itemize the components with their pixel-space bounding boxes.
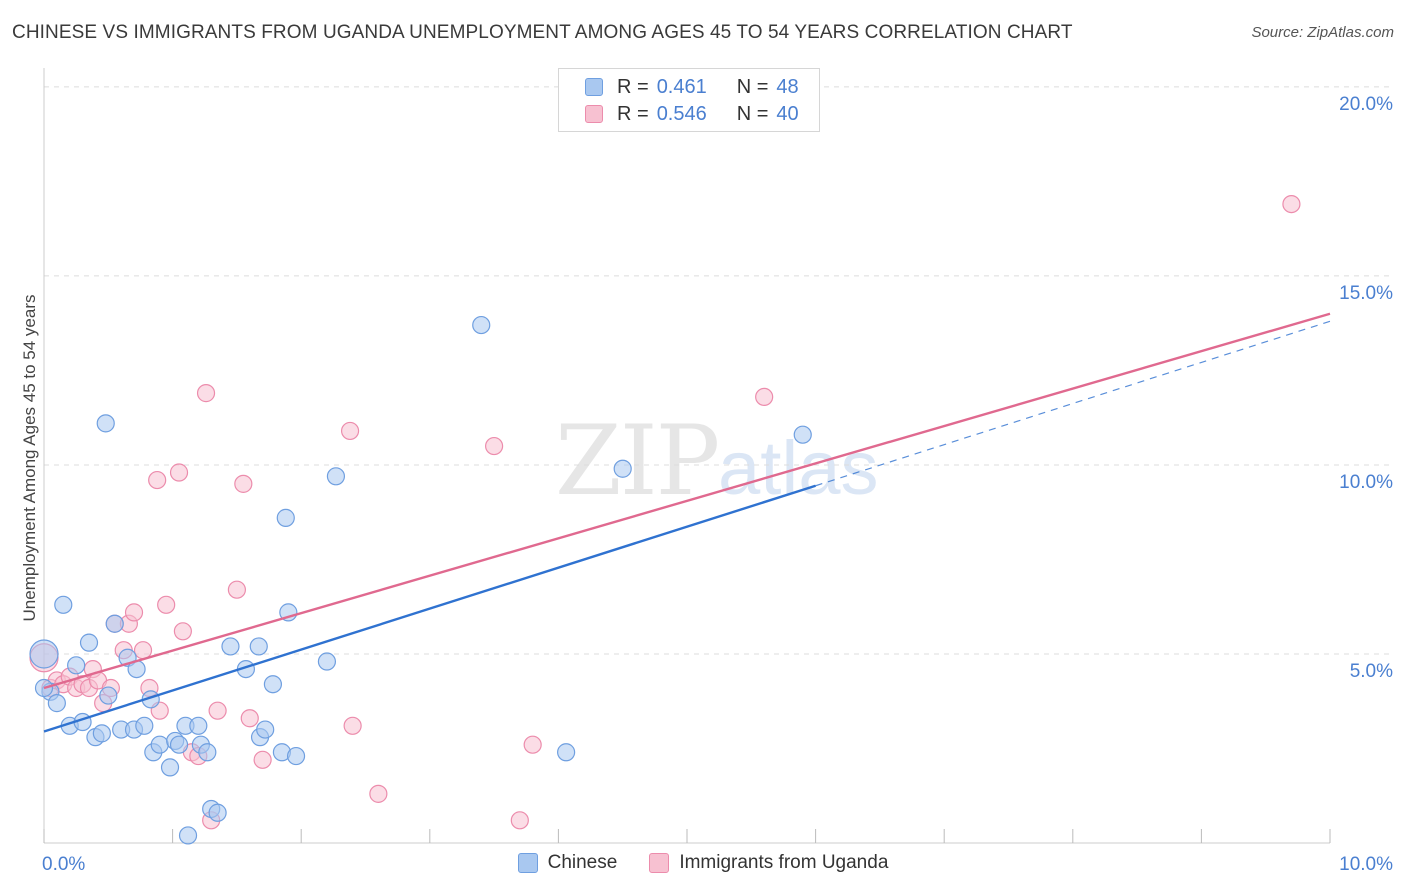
y-axis-label: Unemployment Among Ages 45 to 54 years xyxy=(20,294,39,622)
grid-layer xyxy=(44,86,1392,655)
chinese-point xyxy=(793,425,812,444)
chinese-point xyxy=(29,639,59,669)
x-tick-label: 10.0% xyxy=(1339,854,1393,875)
uganda-point xyxy=(369,784,388,803)
uganda-swatch xyxy=(585,105,603,123)
chinese-point xyxy=(286,746,306,766)
chart-title: CHINESE VS IMMIGRANTS FROM UGANDA UNEMPL… xyxy=(12,22,1073,43)
stats-row-chinese: R = 0.461 N = 48 xyxy=(585,74,799,100)
y-tick-label: 20.0% xyxy=(1339,94,1393,115)
uganda-point xyxy=(234,474,253,493)
uganda-legend-swatch xyxy=(649,853,670,873)
chinese-point xyxy=(221,637,240,656)
chinese-point xyxy=(256,720,275,739)
uganda-point xyxy=(510,811,529,830)
chinese-point xyxy=(557,743,576,762)
uganda-point xyxy=(1282,194,1301,214)
chinese-point xyxy=(198,743,217,762)
uganda-point xyxy=(485,436,504,456)
chinese-swatch xyxy=(585,78,603,96)
n-label: N = xyxy=(736,102,769,125)
chinese-point xyxy=(150,735,169,754)
chinese-point xyxy=(189,716,208,735)
series-legend: Chinese Immigrants from Uganda xyxy=(0,852,1406,874)
chinese-legend-swatch xyxy=(517,853,538,873)
axis-layer xyxy=(43,68,1331,844)
y-tick-label: 10.0% xyxy=(1339,472,1393,493)
chinese-point xyxy=(208,803,227,822)
r-label: R = xyxy=(617,75,649,98)
source-label: Source: ZipAtlas.com xyxy=(1251,24,1394,41)
uganda-point xyxy=(343,716,362,735)
chinese-point xyxy=(169,735,189,754)
uganda-point xyxy=(157,595,176,614)
uganda-point xyxy=(227,580,246,599)
points-layer xyxy=(29,194,1301,845)
r-value: 0.546 xyxy=(656,102,707,125)
chinese-point xyxy=(326,467,346,486)
uganda-point xyxy=(208,701,227,720)
r-value: 0.461 xyxy=(656,75,707,98)
uganda-point xyxy=(240,709,259,728)
chinese-point xyxy=(105,614,124,633)
r-label: R = xyxy=(617,102,649,125)
uganda-point xyxy=(523,735,542,754)
chinese-point xyxy=(99,686,118,705)
legend-item-uganda[interactable]: Immigrants from Uganda xyxy=(649,852,888,874)
chinese-point xyxy=(472,315,491,335)
chinese-point xyxy=(54,595,73,614)
chinese-trend-extension xyxy=(815,320,1331,487)
uganda-point xyxy=(124,603,144,622)
n-value: 40 xyxy=(776,102,799,125)
chinese-point xyxy=(160,758,180,777)
uganda-point xyxy=(755,387,774,407)
uganda-point xyxy=(173,622,192,641)
n-label: N = xyxy=(736,75,769,98)
chinese-point xyxy=(178,826,198,845)
chinese-point xyxy=(92,724,111,743)
y-tick-label: 15.0% xyxy=(1339,283,1393,304)
uganda-point xyxy=(340,421,360,441)
chinese-point xyxy=(135,716,154,735)
chinese-point xyxy=(47,694,66,713)
tick-label-layer: 5.0% 10.0% 15.0% 20.0% 0.0% 10.0% xyxy=(42,94,1393,875)
stats-row-uganda: R = 0.546 N = 40 xyxy=(585,101,799,127)
n-value: 48 xyxy=(776,75,799,98)
uganda-point xyxy=(196,384,216,403)
chinese-point xyxy=(67,656,86,675)
uganda-point xyxy=(169,463,189,482)
uganda-point xyxy=(148,470,167,490)
chinese-point xyxy=(79,633,99,652)
chinese-point xyxy=(96,414,115,433)
trend-layer xyxy=(43,312,1331,733)
chinese-point xyxy=(613,459,632,478)
y-tick-label: 5.0% xyxy=(1350,661,1393,682)
legend-label-uganda: Immigrants from Uganda xyxy=(679,852,889,873)
stats-legend: R = 0.461 N = 48 R = 0.546 N = 40 xyxy=(558,68,820,132)
chinese-point xyxy=(276,508,295,527)
legend-label-chinese: Chinese xyxy=(547,852,618,873)
x-tick-label: 0.0% xyxy=(42,854,85,875)
chinese-trend-line xyxy=(43,484,816,733)
chinese-point xyxy=(249,637,268,656)
uganda-point xyxy=(253,750,272,769)
uganda-point xyxy=(133,641,153,660)
chinese-point xyxy=(263,675,283,694)
chinese-point xyxy=(317,652,337,671)
uganda-trend-line xyxy=(43,312,1331,690)
legend-item-chinese[interactable]: Chinese xyxy=(517,852,618,874)
